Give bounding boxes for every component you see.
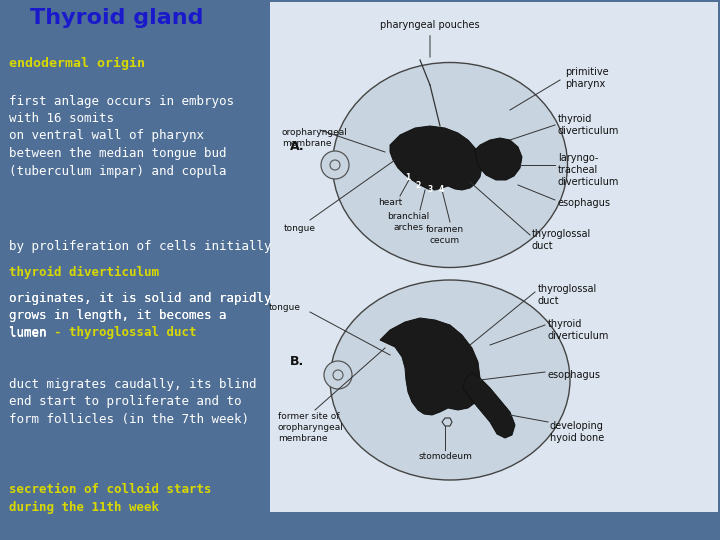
Text: 2: 2 bbox=[415, 180, 420, 190]
Ellipse shape bbox=[333, 63, 567, 267]
Text: Thyroid gland: Thyroid gland bbox=[30, 8, 204, 28]
Circle shape bbox=[321, 151, 349, 179]
Polygon shape bbox=[380, 318, 480, 415]
Text: branchial
arches: branchial arches bbox=[387, 212, 429, 232]
Text: A.: A. bbox=[290, 140, 305, 153]
Text: secretion of colloid starts
during the 11th week: secretion of colloid starts during the 1… bbox=[9, 483, 211, 514]
Text: originates, it is solid and rapidly
grows in length, it becomes a
lumen: originates, it is solid and rapidly grow… bbox=[9, 292, 271, 340]
Circle shape bbox=[324, 361, 352, 389]
Text: tongue: tongue bbox=[269, 303, 301, 312]
Text: pharyngeal pouches: pharyngeal pouches bbox=[380, 20, 480, 57]
Text: stomodeum: stomodeum bbox=[418, 452, 472, 461]
Text: primitive
pharynx: primitive pharynx bbox=[565, 67, 608, 89]
Text: lumen: lumen bbox=[9, 326, 53, 339]
Text: heart: heart bbox=[378, 198, 402, 207]
Text: 1: 1 bbox=[405, 173, 410, 183]
Text: duct migrates caudally, its blind
end start to proliferate and to
form follicles: duct migrates caudally, its blind end st… bbox=[9, 378, 256, 426]
Text: B.: B. bbox=[290, 355, 305, 368]
Text: oropharyngeal
membrane: oropharyngeal membrane bbox=[282, 128, 348, 148]
Text: first anlage occurs in embryos
with 16 somits
on ventral wall of pharynx
between: first anlage occurs in embryos with 16 s… bbox=[9, 94, 233, 178]
Text: - thyroglossal duct: - thyroglossal duct bbox=[53, 326, 196, 339]
Polygon shape bbox=[390, 126, 482, 190]
Text: endodermal origin: endodermal origin bbox=[9, 57, 145, 70]
Text: by proliferation of cells initially: by proliferation of cells initially bbox=[9, 240, 271, 253]
Text: tongue: tongue bbox=[284, 224, 316, 233]
Ellipse shape bbox=[330, 280, 570, 480]
Bar bbox=[270, 2, 718, 512]
Text: thyroid
diverticulum: thyroid diverticulum bbox=[558, 114, 619, 136]
Text: 3: 3 bbox=[428, 185, 433, 193]
Text: thyroglossal
duct: thyroglossal duct bbox=[538, 284, 598, 306]
Circle shape bbox=[330, 160, 340, 170]
Text: lumen: lumen bbox=[9, 326, 53, 339]
Text: esophagus: esophagus bbox=[558, 198, 611, 208]
Polygon shape bbox=[463, 372, 515, 438]
Text: thyroglossal
duct: thyroglossal duct bbox=[532, 229, 591, 251]
Polygon shape bbox=[475, 138, 522, 180]
Text: developing
hyoid bone: developing hyoid bone bbox=[550, 421, 604, 443]
Text: 4: 4 bbox=[438, 186, 444, 194]
Text: foramen
cecum: foramen cecum bbox=[426, 225, 464, 245]
Text: laryngo-
tracheal
diverticulum: laryngo- tracheal diverticulum bbox=[558, 153, 619, 187]
Text: former site of
oropharyngeal
membrane: former site of oropharyngeal membrane bbox=[278, 412, 344, 443]
Text: originates, it is solid and rapidly
grows in length, it becomes a: originates, it is solid and rapidly grow… bbox=[9, 292, 271, 322]
Circle shape bbox=[333, 370, 343, 380]
Text: esophagus: esophagus bbox=[548, 370, 601, 380]
Text: thyroid diverticulum: thyroid diverticulum bbox=[9, 266, 158, 279]
Text: thyroid
diverticulum: thyroid diverticulum bbox=[548, 319, 609, 341]
